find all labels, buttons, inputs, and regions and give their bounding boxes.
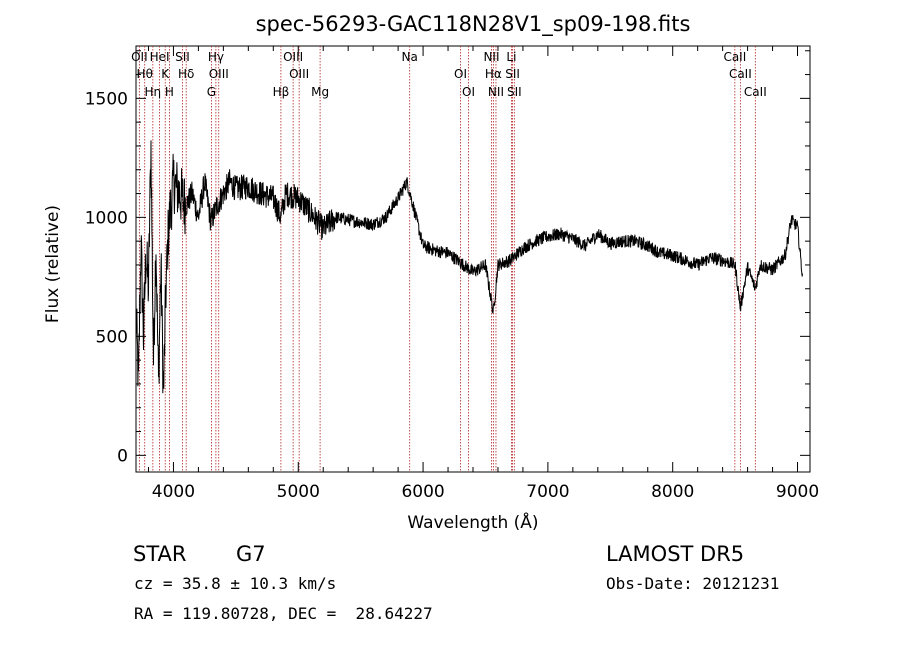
observation-date: Obs-Date: 20121231	[606, 574, 780, 593]
spectral-line-label: Hβ	[273, 85, 290, 99]
spectral-line-label: SII	[175, 50, 190, 64]
x-tick-label: 5000	[277, 482, 320, 502]
spectral-line-label: Hθ	[137, 67, 153, 81]
spectral-line-label: CaII	[729, 67, 752, 81]
spectrum-line	[135, 140, 803, 394]
coordinates: RA = 119.80728, DEC = 28.64227	[134, 604, 433, 623]
spectrum-chart: spec-56293-GAC118N28V1_sp09-198.fits OII…	[43, 12, 819, 533]
spectral-line-label: SII	[507, 85, 522, 99]
spectral-line-label: CaII	[723, 50, 746, 64]
spectral-line-label: Mg	[311, 85, 329, 99]
spectral-line-label: HeI	[150, 50, 170, 64]
y-axis-label: Flux (relative)	[43, 205, 63, 323]
y-tick-label: 500	[96, 327, 128, 347]
spectral-line-label: Hα	[485, 67, 502, 81]
spectral-line-label: OIII	[209, 67, 229, 81]
axis-ticks: 4000 5000 6000 7000 8000 9000 0 500 1000 1500	[85, 46, 819, 502]
y-tick-label: 1000	[85, 208, 128, 228]
survey-name: LAMOST DR5	[606, 542, 745, 566]
object-subclass: G7	[236, 542, 266, 566]
x-tick-label: 4000	[152, 482, 195, 502]
spectral-line-label: OII	[131, 50, 148, 64]
spectral-line-label: OI	[454, 67, 467, 81]
x-tick-label: 6000	[401, 482, 444, 502]
x-axis-label: Wavelength (Å)	[407, 511, 538, 533]
spectral-line-label: NII	[488, 85, 504, 99]
spectral-line-label: G	[207, 85, 216, 99]
x-tick-label: 9000	[776, 482, 819, 502]
spectral-line-label: OIII	[289, 67, 309, 81]
spectral-line-label: SII	[505, 67, 520, 81]
spectral-line-label: Hγ	[208, 50, 224, 64]
spectral-line-label: H	[165, 85, 174, 99]
spectral-line-label: NII	[483, 50, 499, 64]
spectral-line-label: Hη	[145, 85, 162, 99]
y-tick-label: 1500	[85, 89, 128, 109]
x-tick-label: 7000	[526, 482, 569, 502]
spectral-line-label: OI	[462, 85, 475, 99]
object-class: STAR	[133, 542, 187, 566]
y-tick-label: 0	[117, 446, 128, 466]
spectral-line-label: K	[161, 67, 170, 81]
chart-title: spec-56293-GAC118N28V1_sp09-198.fits	[256, 12, 691, 37]
spectral-line-markers	[138, 46, 756, 472]
spectral-line-label: Li	[506, 50, 516, 64]
redshift-velocity: cz = 35.8 ± 10.3 km/s	[134, 574, 337, 593]
spectral-line-label: Hδ	[178, 67, 194, 81]
spectral-line-label: Na	[402, 50, 418, 64]
spectral-line-labels: OIIHθHηHeIKHSIIHδGHγOIIIHβOIIIOIIIMgNaOI…	[131, 50, 767, 99]
spectral-line-label: CaII	[744, 85, 767, 99]
x-tick-label: 8000	[651, 482, 694, 502]
spectral-line-label: OIII	[283, 50, 303, 64]
